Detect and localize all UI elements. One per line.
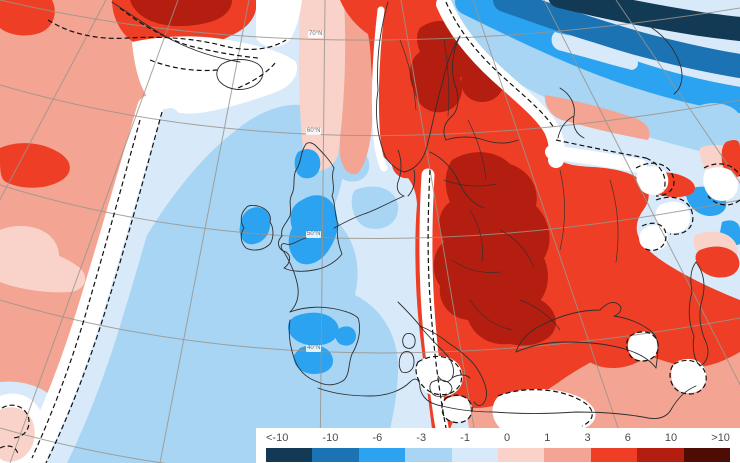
- legend-tick-label: 1: [544, 432, 551, 444]
- graticule-label-60n: 60°N: [306, 128, 322, 135]
- color-scale-legend: <-10 -10 -6 -3 -1 0 1 3 6 10 >10: [256, 428, 740, 463]
- legend-tick-label: -3: [416, 432, 427, 444]
- legend-ticks: <-10 -10 -6 -3 -1 0 1 3 6 10 >10: [266, 429, 730, 447]
- region-pale-strip: [46, 108, 180, 463]
- region-palepink-corner: [0, 407, 35, 462]
- region-cold-arctic-navy-band: [548, 0, 740, 41]
- legend-color-swatch: [451, 448, 499, 462]
- legend-color-swatch: [312, 448, 359, 462]
- legend-color-swatch: [544, 448, 591, 462]
- legend-tick-label: -6: [372, 432, 383, 444]
- legend-colorbar: [266, 448, 731, 462]
- legend-tick-label: >10: [711, 432, 730, 444]
- graticule-label-50n: 50°N: [306, 231, 322, 238]
- region-warm-left-edge-patch: [0, 143, 70, 188]
- legend-tick-label: -1: [460, 432, 470, 444]
- legend-tick-label: 0: [504, 432, 511, 444]
- cold-cores: [239, 149, 356, 374]
- region-warm-west-atlantic-strip: [0, 0, 150, 398]
- region-cold-right-edge-patch: [697, 103, 740, 143]
- legend-color-swatch: [683, 448, 731, 462]
- legend-color-swatch: [266, 448, 313, 462]
- legend-color-swatch: [358, 448, 406, 462]
- legend-tick-label: 10: [664, 432, 678, 444]
- region-warm-ne-band: [544, 95, 650, 140]
- region-warm-palepink-column: [298, 0, 346, 171]
- graticule-label-40n: 40°N: [306, 345, 322, 352]
- legend-tick-label: 3: [584, 432, 591, 444]
- graticule-label-70n: 70°N: [308, 31, 324, 38]
- legend-color-swatch: [405, 448, 452, 462]
- coastlines: [111, 1, 709, 419]
- legend-color-swatch: [637, 448, 684, 462]
- region-palepink-left-band: [0, 248, 86, 293]
- core-hot-greenland: [130, 0, 232, 27]
- region-cold-north-sea-patch: [351, 186, 399, 229]
- region-warm-right-edge: [721, 140, 740, 178]
- legend-tick-label: -10: [322, 432, 339, 444]
- region-cold-arctic-light: [440, 0, 740, 160]
- country-borders: [399, 39, 619, 331]
- region-cold-arctic-blue-band: [493, 0, 740, 78]
- core-hot-balkans-blacksea: [487, 293, 556, 346]
- legend-color-swatch: [498, 448, 545, 462]
- legend-tick-label: <-10: [266, 432, 289, 444]
- region-warm-caspian-north: [695, 246, 740, 278]
- legend-tick-label: 6: [624, 432, 631, 444]
- legend-color-swatch: [590, 448, 638, 462]
- region-arctic-pale-pocket: [551, 32, 638, 70]
